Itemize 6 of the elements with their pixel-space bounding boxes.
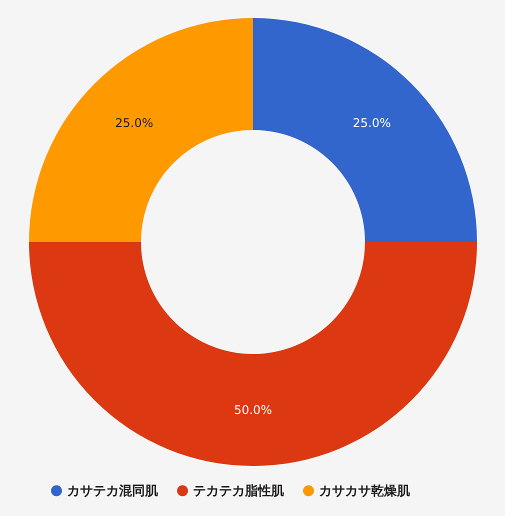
data-label: 25.0%	[352, 116, 391, 130]
legend-label: カサカサ乾燥肌	[319, 484, 410, 499]
legend-label: カサテカ混同肌	[67, 484, 158, 499]
data-label: 50.0%	[234, 403, 272, 417]
data-label: 25.0%	[115, 116, 154, 130]
legend-label: テカテカ脂性肌	[193, 484, 284, 499]
